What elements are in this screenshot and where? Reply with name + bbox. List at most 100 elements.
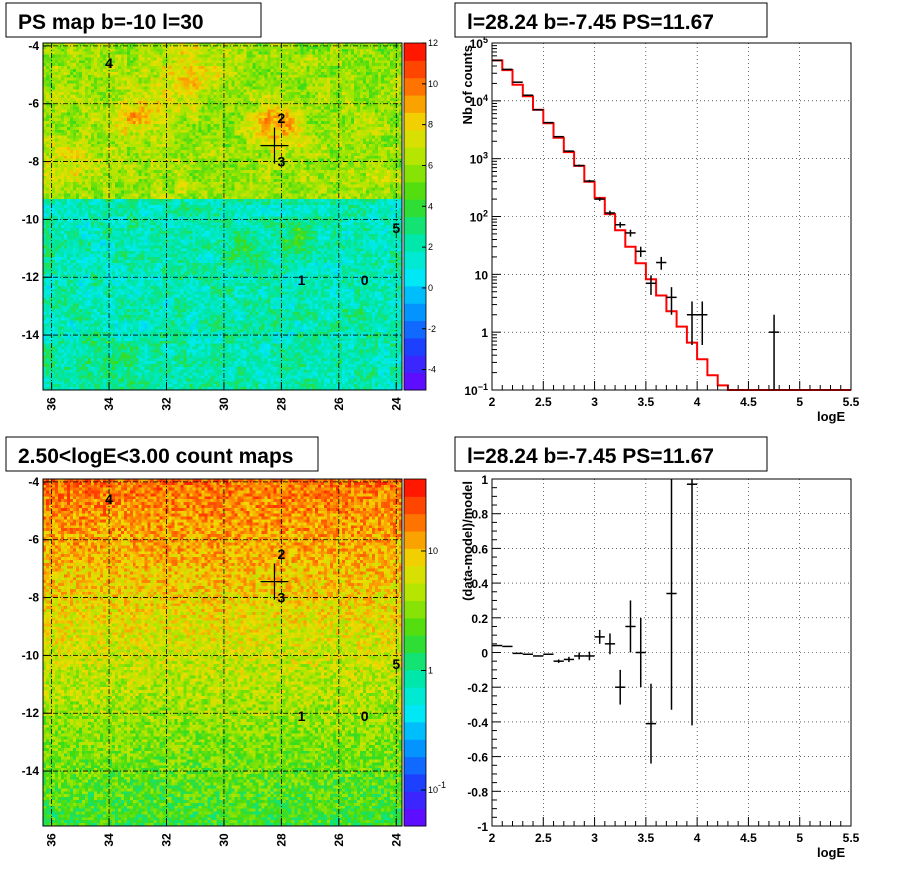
psmap-colorbar-label: 8 <box>428 120 433 130</box>
countmap-colorbar-bin <box>404 774 426 792</box>
countmap-source-label: 3 <box>277 590 285 606</box>
psmap-source-label: 3 <box>277 154 285 170</box>
psmap-colorbar-label: 12 <box>428 38 438 48</box>
psmap-x-tick-label: 30 <box>217 397 231 411</box>
psmap-colorbar-label: 6 <box>428 160 433 170</box>
psmap-pixels <box>43 43 402 390</box>
countmap-x-tick-label: 28 <box>274 833 288 847</box>
countmap-title: 2.50<logE<3.00 count maps <box>18 445 293 468</box>
psmap-colorbar-bin <box>404 234 426 252</box>
spectrum-data-point <box>646 275 656 295</box>
residuals-data-point <box>584 652 594 661</box>
psmap-colorbar-bin <box>404 164 426 182</box>
countmap-colorbar-bin <box>404 687 426 705</box>
countmap-colorbar-label: 1 <box>428 665 433 675</box>
psmap-colorbar-bin <box>404 338 426 356</box>
countmap-colorbar-bin <box>404 722 426 740</box>
residuals-data-point <box>666 479 676 710</box>
psmap-x-tick-label: 24 <box>389 397 403 411</box>
psmap-colorbar-label: 4 <box>428 201 433 211</box>
residuals-data-point <box>636 618 646 687</box>
psmap-y-tick-label: -4 <box>28 39 39 53</box>
psmap-colorbar-bin <box>404 60 426 78</box>
residuals-data-point <box>554 659 564 662</box>
residuals-y-axis-label: (data-model)/model <box>460 481 475 601</box>
psmap-source-label: 4 <box>105 55 113 71</box>
countmap-colorbar-bin <box>404 635 426 653</box>
residuals-y-tick-label: -0.4 <box>467 716 488 730</box>
countmap-y-tick-label: -8 <box>28 591 39 605</box>
countmap-colorbar-bin <box>404 531 426 549</box>
psmap-colorbar-bin <box>404 303 426 321</box>
spectrum-data-point <box>697 301 707 345</box>
residuals-x-tick-label: 4 <box>694 831 701 845</box>
residuals-y-tick-label: 1 <box>481 473 488 487</box>
spectrum-y-tick-label: 1 <box>481 326 488 340</box>
psmap-colorbar-bin <box>404 286 426 304</box>
spectrum-title: l=28.24 b=-7.45 PS=11.67 <box>467 11 714 34</box>
countmap-y-tick-label: -14 <box>22 764 40 778</box>
spectrum-y-axis-label: Nb of counts <box>460 45 475 124</box>
residuals-title-box: l=28.24 b=-7.45 PS=11.67 <box>455 437 767 471</box>
psmap-source-label: 5 <box>392 220 400 236</box>
residuals-y-tick-label: -0.6 <box>467 751 488 765</box>
residuals-title: l=28.24 b=-7.45 PS=11.67 <box>467 445 714 468</box>
residuals-data-point <box>564 657 574 662</box>
countmap-colorbar-bin <box>404 566 426 584</box>
residuals-data-point <box>615 670 625 705</box>
residuals-data-point <box>605 633 615 654</box>
psmap-colorbar-label: -2 <box>428 324 436 334</box>
psmap-title: PS map b=-10 l=30 <box>18 11 204 34</box>
countmap-x-tick-label: 26 <box>332 833 346 847</box>
countmap-source-label: 4 <box>105 491 113 507</box>
countmap-colorbar-bin <box>404 653 426 671</box>
countmap-source-label: 5 <box>392 656 400 672</box>
countmap-source-label: 1 <box>298 708 306 724</box>
psmap-x-tick-label: 36 <box>45 397 59 411</box>
residuals-x-tick-label: 3 <box>591 831 598 845</box>
psmap-x-tick-label: 28 <box>274 397 288 411</box>
countmap-colorbar-bin <box>404 514 426 532</box>
spectrum-x-axis-label: logE <box>817 409 845 424</box>
residuals-data-point <box>687 479 697 725</box>
countmap-colorbar-bin <box>404 705 426 723</box>
psmap-y-tick-label: -12 <box>22 270 40 284</box>
residuals-x-tick-label: 2.5 <box>535 831 552 845</box>
spectrum-x-tick-label: 4 <box>694 395 701 409</box>
psmap-x-tick-label: 32 <box>159 397 173 411</box>
psmap-y-tick-label: -10 <box>22 212 40 226</box>
psmap-colorbar-bin <box>404 199 426 217</box>
spectrum-data-point <box>625 230 635 237</box>
spectrum-y-tick-label: 102 <box>470 209 488 225</box>
psmap-colorbar-label: 2 <box>428 242 433 252</box>
psmap-source-label: 0 <box>361 272 369 288</box>
spectrum-x-tick-label: 4.5 <box>740 395 757 409</box>
countmap-y-tick-label: -12 <box>22 706 40 720</box>
spectrum-model-line <box>492 60 851 390</box>
residuals-x-tick-label: 2 <box>489 831 496 845</box>
spectrum-data-point <box>769 315 779 390</box>
spectrum-data-point <box>564 150 574 151</box>
spectrum-x-tick-label: 2.5 <box>535 395 552 409</box>
residuals-data-point <box>595 630 605 644</box>
spectrum-data-point <box>543 122 553 123</box>
spectrum-data-point <box>554 136 564 137</box>
spectrum-x-tick-label: 2 <box>489 395 496 409</box>
spectrum-data-point <box>574 165 584 167</box>
countmap-x-tick-label: 36 <box>45 833 59 847</box>
psmap-colorbar-bin <box>404 269 426 287</box>
residuals-y-tick-label: -1 <box>477 820 488 834</box>
spectrum-x-tick-label: 5 <box>796 395 803 409</box>
residuals-y-tick-label: 0 <box>481 647 488 661</box>
psmap-colorbar-bin <box>404 130 426 148</box>
countmap-colorbar-bin <box>404 479 426 497</box>
spectrum-y-tick-label: 103 <box>470 151 488 167</box>
psmap-colorbar-bin <box>404 147 426 165</box>
